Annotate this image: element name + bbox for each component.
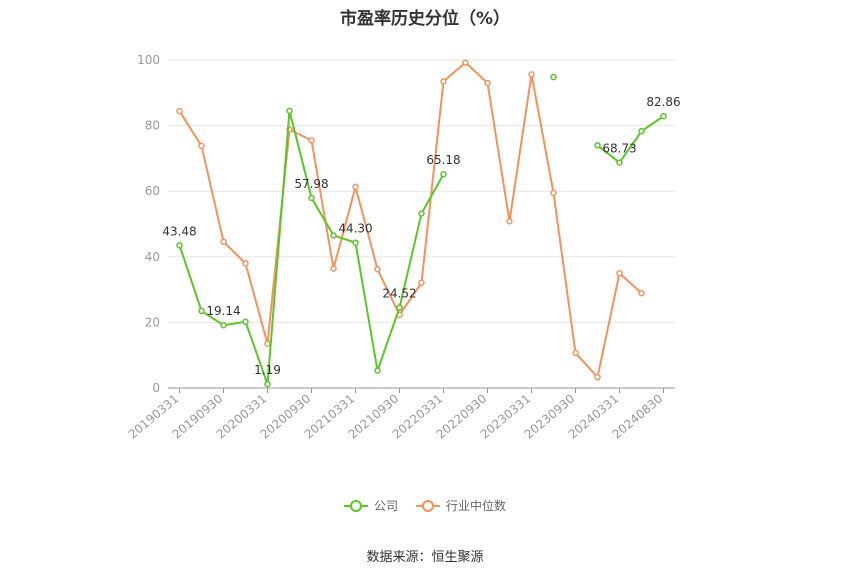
data-label: 1.19 [254,363,281,377]
data-point-industry-median [506,218,513,225]
data-point-company [660,112,667,120]
data-point-company [176,242,183,249]
data-point-industry-median [220,238,227,245]
series-line-company [596,115,665,165]
y-tick-label: 20 [145,315,160,329]
data-point-company [638,127,645,135]
data-point-industry-median [242,260,249,267]
data-point-industry-median [198,142,205,150]
data-point-industry-median [352,183,359,191]
data-label: 44.30 [338,222,372,236]
y-tick-label: 100 [137,53,160,67]
data-point-company [330,232,337,239]
data-point-company [374,367,381,374]
y-tick-label: 0 [152,381,160,395]
data-point-company [396,304,403,311]
data-point-company [264,380,271,388]
data-point-industry-median [528,71,535,78]
data-point-industry-median [550,189,557,197]
data-point-company [242,318,249,325]
data-point-industry-median [330,265,337,272]
legend-item-industry-median[interactable]: 行业中位数 [416,497,506,514]
data-point-industry-median [462,59,469,66]
data-point-industry-median [176,107,183,115]
data-point-company [198,307,205,315]
data-label: 43.48 [162,224,196,238]
legend-industry-label: 行业中位数 [446,499,507,513]
y-tick-label: 40 [145,250,160,264]
legend-company-label: 公司 [373,499,398,513]
data-label: 68.73 [602,142,636,156]
data-point-industry-median [638,289,645,297]
series-line-company [178,110,445,385]
data-source: 数据来源：恒生聚源 [366,550,484,565]
data-label: 57.98 [294,177,328,191]
data-point-industry-median [418,279,425,286]
data-label: 19.14 [206,304,240,318]
data-point-company [594,142,601,149]
data-point-company [418,210,425,217]
data-point-industry-median [572,349,579,357]
data-point-company [286,107,293,115]
data-label: 24.52 [382,287,416,301]
data-point-company [616,159,623,166]
data-point-company [352,239,359,246]
data-point-industry-median [308,137,315,144]
legend-industry-swatch-icon [416,499,440,512]
data-point-industry-median [374,266,381,273]
data-point-company [220,321,227,329]
y-tick-label: 60 [145,184,160,198]
data-point-industry-median [594,373,601,381]
series-line-industry-median [178,61,643,380]
data-label: 65.18 [426,153,460,167]
chart-title: 市盈率历史分位（%） [339,9,511,29]
data-point-industry-median [264,340,271,347]
data-point-industry-median [484,79,491,87]
y-tick-label: 80 [145,119,160,133]
legend: 公司 行业中位数 [0,497,850,514]
legend-company-swatch-icon [343,499,368,512]
data-point-industry-median [440,78,447,85]
data-label: 82.86 [646,95,680,109]
data-point-company [440,170,447,178]
data-point-company [550,73,557,81]
data-point-company [308,194,315,202]
legend-item-company[interactable]: 公司 [343,497,398,514]
data-point-industry-median [616,269,623,277]
